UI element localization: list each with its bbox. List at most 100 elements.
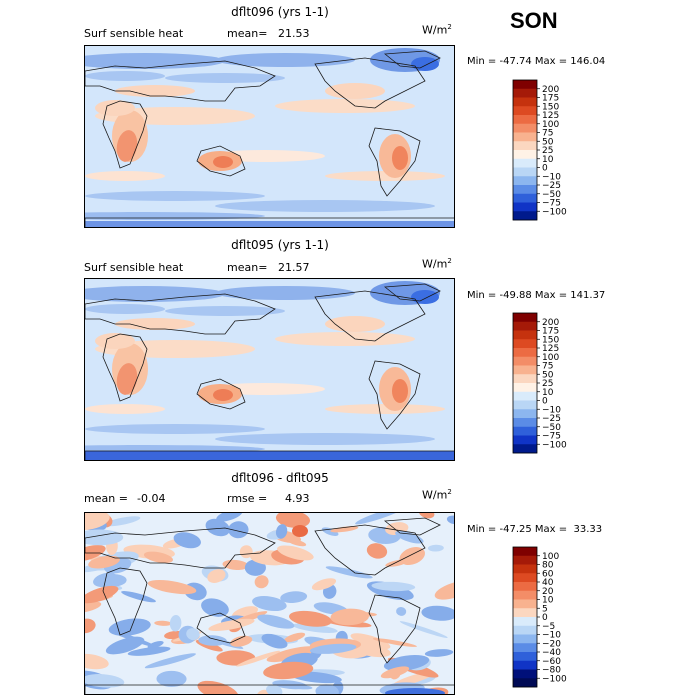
colorbar-tick-label: −75 xyxy=(542,199,561,209)
colorbar-swatch xyxy=(513,123,537,133)
colorbar-tick-label: −100 xyxy=(542,674,567,684)
field-contour xyxy=(277,545,314,561)
panel-3-units: W/m2 xyxy=(422,488,452,502)
panel-2-colorbar: 200 175 150 125 100 75 50 25 10 0 −10 −25 −50 −75 −100 xyxy=(512,312,583,462)
colorbar-tick-label: 80 xyxy=(542,561,554,571)
coastline xyxy=(102,100,148,169)
coastline xyxy=(85,60,276,102)
colorbar-swatch xyxy=(513,202,537,212)
field-contour xyxy=(399,621,448,638)
colorbar-swatch xyxy=(513,573,537,583)
field-contour xyxy=(325,83,385,99)
field-contour xyxy=(215,200,435,212)
panel-1-min-max: Min = -47.74 Max = 146.04 xyxy=(467,56,606,67)
field-contour xyxy=(427,544,444,552)
colorbar-tick-label: 125 xyxy=(542,111,559,121)
field-contour xyxy=(147,580,197,595)
colorbar-swatch xyxy=(513,383,537,393)
colorbar-tick-label: 25 xyxy=(542,146,553,156)
field-contour xyxy=(252,596,287,612)
colorbar-swatch xyxy=(513,426,537,436)
panel-3-mean-value: -0.04 xyxy=(137,492,166,505)
field-contour xyxy=(411,57,439,71)
coastline xyxy=(85,684,454,694)
field-contour xyxy=(144,653,196,669)
colorbar-swatch xyxy=(513,547,537,557)
colorbar-swatch xyxy=(513,599,537,609)
field-contour xyxy=(215,433,435,445)
field-contour xyxy=(154,620,172,626)
colorbar-tick-label: 75 xyxy=(542,129,553,139)
panel-1-mean-value: 21.53 xyxy=(278,27,310,40)
colorbar-swatch xyxy=(513,374,537,384)
field-contour xyxy=(396,606,407,616)
colorbar-tick-label: −10 xyxy=(542,405,561,415)
colorbar-swatch xyxy=(513,391,537,401)
field-contour xyxy=(95,100,135,116)
colorbar-swatch xyxy=(513,625,537,635)
coastline xyxy=(196,378,246,410)
field-contour xyxy=(85,451,454,460)
field-contour xyxy=(208,618,255,631)
colorbar-tick-label: 20 xyxy=(542,587,554,597)
colorbar-swatch xyxy=(513,330,537,340)
colorbar-tick-label: 0 xyxy=(542,397,548,407)
colorbar-tick-label: −10 xyxy=(542,631,561,641)
field-contour xyxy=(216,513,243,522)
colorbar-tick-label: 175 xyxy=(542,327,559,337)
field-contour xyxy=(147,640,164,649)
field-contour xyxy=(165,73,285,83)
field-contour xyxy=(383,655,430,672)
colorbar-tick-label: −25 xyxy=(542,414,561,424)
colorbar-tick-label: 150 xyxy=(542,102,559,112)
colorbar-tick-label: 40 xyxy=(542,578,554,588)
field-contour xyxy=(239,545,253,559)
field-contour xyxy=(215,53,355,67)
field-contour xyxy=(434,581,454,600)
colorbar-swatch xyxy=(513,435,537,445)
coastline xyxy=(368,594,421,664)
coastline xyxy=(314,290,426,342)
colorbar-tick-label: 125 xyxy=(542,344,559,354)
field-contour xyxy=(355,513,407,525)
field-contour xyxy=(215,286,355,300)
coastline xyxy=(368,127,421,197)
field-contour xyxy=(275,513,311,528)
field-contour xyxy=(421,605,454,621)
colorbar-swatch xyxy=(513,409,537,419)
panel-1-colorbar: 200 175 150 125 100 75 50 25 10 0 −10 −25 −50 −75 −100 xyxy=(512,79,583,229)
colorbar-swatch xyxy=(513,167,537,177)
colorbar-tick-label: 0 xyxy=(542,613,548,623)
season-label: SON xyxy=(510,8,558,33)
colorbar-tick-label: −100 xyxy=(542,440,567,450)
field-contour xyxy=(116,363,138,395)
field-contour xyxy=(411,290,439,304)
colorbar-tick-label: 175 xyxy=(542,94,559,104)
coastline xyxy=(196,145,246,177)
field-contour xyxy=(207,569,226,583)
panel-2-variable-label: Surf sensible heat xyxy=(84,261,184,274)
field-contour xyxy=(85,71,165,81)
colorbar-swatch xyxy=(513,80,537,90)
colorbar-swatch xyxy=(513,444,537,454)
colorbar-swatch xyxy=(513,106,537,116)
colorbar-tick-label: 60 xyxy=(542,569,554,579)
colorbar-swatch xyxy=(513,608,537,618)
panel-3-rmse-value: 4.93 xyxy=(285,492,310,505)
colorbar-tick-label: 100 xyxy=(542,120,559,130)
colorbar-tick-label: 200 xyxy=(542,318,559,328)
colorbar-swatch xyxy=(513,115,537,125)
field-contour xyxy=(339,611,377,617)
panel-3-min-max: Min = -47.25 Max = 33.33 xyxy=(467,524,603,535)
coastline xyxy=(383,50,441,69)
colorbar-swatch xyxy=(513,176,537,186)
colorbar-swatch xyxy=(513,643,537,653)
panel-2-min-max: Min = -49.88 Max = 141.37 xyxy=(467,290,606,301)
colorbar-tick-label: 50 xyxy=(542,370,554,380)
colorbar-tick-label: 100 xyxy=(542,552,559,562)
panel-3-mean-label: mean = xyxy=(84,492,128,505)
field-contour xyxy=(230,635,253,647)
colorbar-tick-label: 5 xyxy=(542,604,548,614)
colorbar-tick-label: 10 xyxy=(542,388,554,398)
panel-3-title: dflt096 - dflt095 xyxy=(231,471,329,485)
